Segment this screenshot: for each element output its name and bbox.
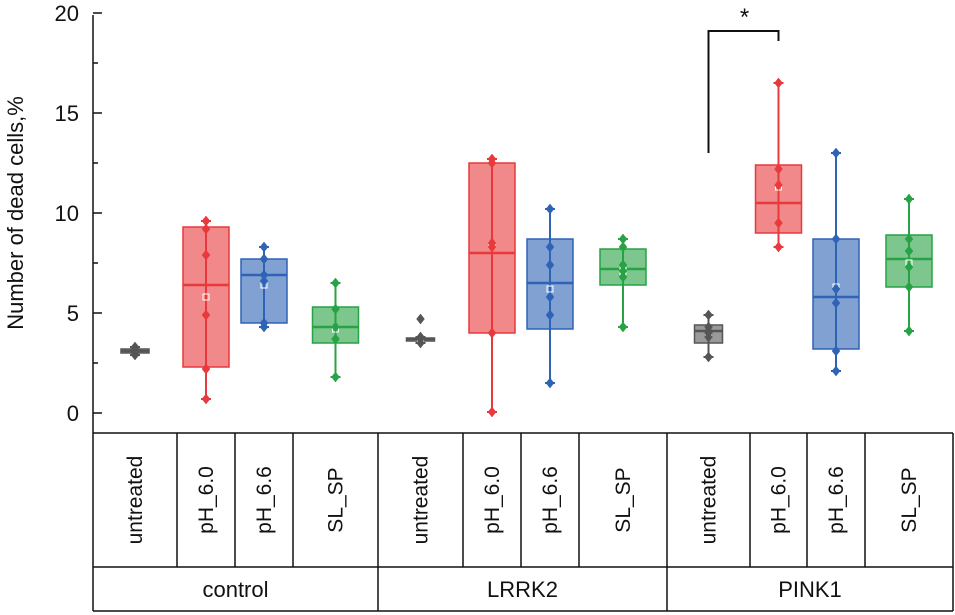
- y-axis-title: Number of dead cells,%: [3, 96, 28, 330]
- data-point: [201, 363, 211, 375]
- data-point: [487, 237, 497, 249]
- data-point: [545, 377, 555, 389]
- iqr-box: [182, 226, 230, 368]
- bracket-line: [707, 30, 780, 153]
- category-label: SL_SP: [898, 467, 921, 532]
- data-point: [618, 259, 628, 271]
- data-point: [904, 261, 914, 273]
- box-control-untreated: [120, 341, 150, 361]
- data-point: [831, 345, 841, 357]
- data-point: [618, 233, 628, 245]
- data-point: [904, 325, 914, 337]
- iqr-box: [754, 164, 803, 234]
- data-point: [201, 223, 211, 235]
- significance-star: *: [740, 4, 749, 31]
- group-label: control: [202, 577, 268, 602]
- data-point: [259, 241, 269, 253]
- box-lrrk2-ph-6-0: [468, 153, 516, 418]
- group-label: PINK1: [778, 577, 842, 602]
- data-point: [487, 153, 497, 165]
- box-lrrk2-ph-6-6: [526, 203, 574, 389]
- category-label: pH_6.0: [481, 466, 504, 534]
- data-point: [704, 351, 713, 363]
- group-label: LRRK2: [487, 577, 558, 602]
- y-tick-label: 0: [67, 401, 79, 426]
- data-point: [259, 317, 269, 329]
- data-point: [331, 333, 340, 345]
- data-point: [904, 245, 914, 257]
- significance-bracket: *: [707, 4, 780, 153]
- data-point: [259, 269, 269, 281]
- data-point: [831, 147, 841, 159]
- category-label: SL_SP: [612, 467, 635, 532]
- box-pink1-ph-6-6: [812, 147, 860, 377]
- data-point: [618, 265, 628, 277]
- data-point: [774, 163, 783, 175]
- data-point: [774, 179, 783, 191]
- data-point: [201, 393, 211, 405]
- y-tick-label: 15: [55, 101, 79, 126]
- data-point: [201, 249, 211, 261]
- y-tick-label: 5: [67, 301, 79, 326]
- data-point: [259, 253, 269, 265]
- data-point: [331, 371, 340, 383]
- data-point: [831, 365, 841, 377]
- data-point: [704, 321, 713, 333]
- data-point: [618, 271, 628, 283]
- data-point: [487, 406, 497, 418]
- category-label: untreated: [698, 456, 721, 545]
- y-tick-label: 10: [55, 201, 79, 226]
- data-point: [618, 241, 628, 253]
- data-point: [545, 259, 555, 271]
- box-pink1-sl-sp: [885, 193, 933, 337]
- data-point: [774, 77, 783, 89]
- data-point: [331, 303, 340, 315]
- data-point: [774, 241, 783, 253]
- box-control-sl-sp: [311, 277, 360, 383]
- category-label: untreated: [410, 456, 433, 545]
- data-point: [331, 321, 340, 333]
- category-label: untreated: [124, 456, 147, 545]
- data-point: [130, 341, 140, 353]
- category-label: pH_6.6: [253, 466, 276, 534]
- data-point: [545, 291, 555, 303]
- category-label: pH_6.0: [768, 466, 791, 534]
- data-point: [831, 297, 841, 309]
- data-point: [201, 215, 211, 227]
- data-point: [416, 313, 425, 325]
- category-label: pH_6.0: [195, 466, 218, 534]
- category-label: pH_6.6: [539, 466, 562, 534]
- data-point: [831, 283, 841, 295]
- data-point: [201, 309, 211, 321]
- data-point: [618, 321, 628, 333]
- data-point: [774, 217, 783, 229]
- data-point: [259, 275, 269, 287]
- data-point: [831, 233, 841, 245]
- data-point: [545, 241, 555, 253]
- data-point: [904, 233, 914, 245]
- box-pink1-untreated: [693, 309, 724, 363]
- mean-marker: [202, 293, 210, 301]
- box-control-ph-6-6: [240, 241, 288, 333]
- plot-area: 0 5 10 15 20 *: [55, 1, 933, 433]
- y-tick-label: 20: [55, 1, 79, 26]
- category-label: SL_SP: [325, 467, 348, 532]
- iqr-box: [240, 258, 288, 324]
- data-point: [904, 193, 914, 205]
- data-point: [416, 331, 425, 343]
- data-point: [545, 309, 555, 321]
- data-point: [704, 309, 713, 321]
- box-lrrk2-sl-sp: [599, 233, 647, 333]
- box-control-ph-6-0: [182, 215, 230, 405]
- data-point: [904, 281, 914, 293]
- data-point: [331, 277, 340, 289]
- data-point: [487, 327, 497, 339]
- data-point: [545, 203, 555, 215]
- box-lrrk2-untreated: [405, 313, 436, 349]
- box-pink1-ph-6-0: [754, 77, 803, 253]
- category-label: pH_6.6: [825, 466, 848, 534]
